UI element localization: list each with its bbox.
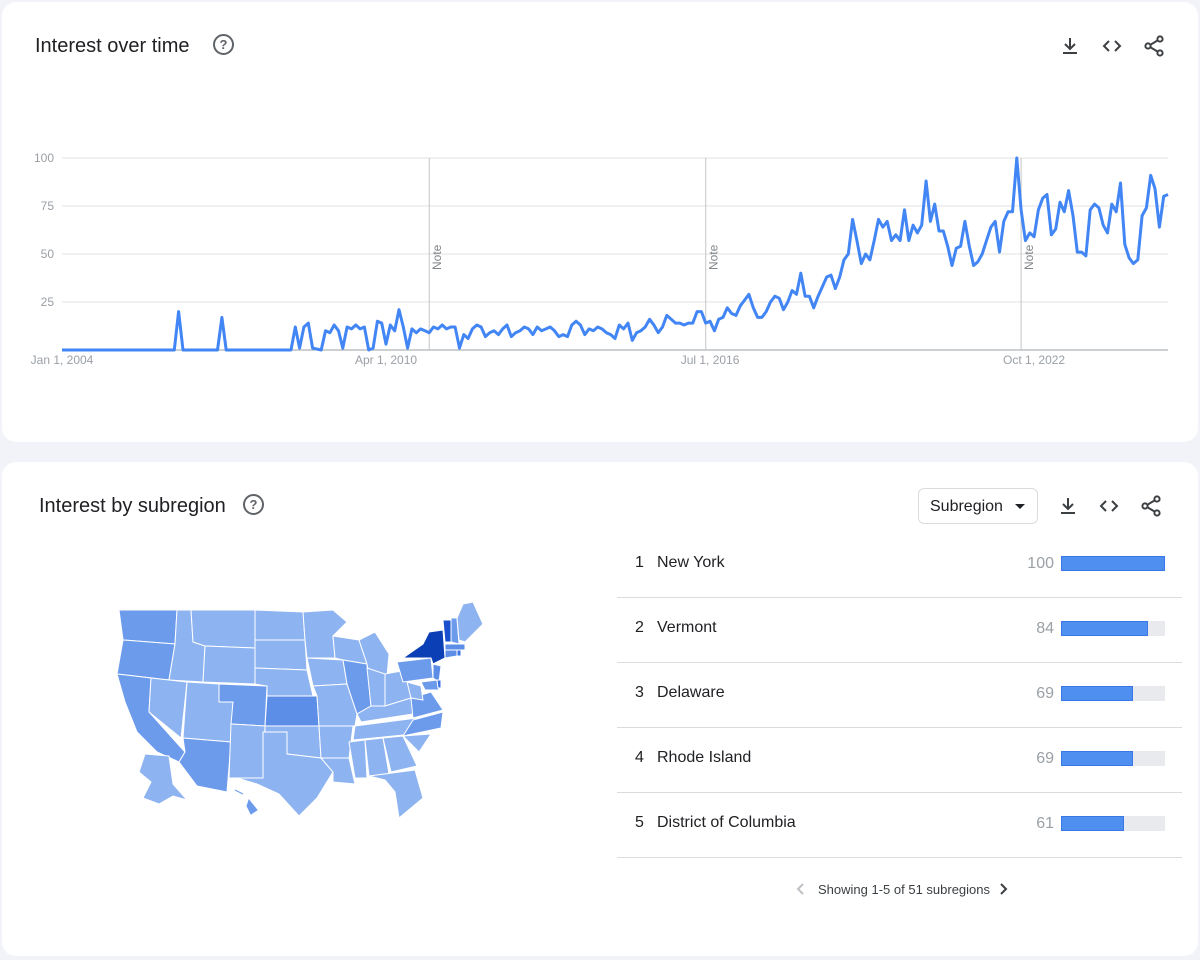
rank-number: 3 (635, 684, 644, 701)
x-tick-label: Jul 1, 2016 (681, 353, 740, 367)
map-state-west-virginia (406, 681, 424, 701)
subregion-name: Delaware (657, 684, 725, 701)
interest-by-subregion-title: Interest by subregion (39, 495, 226, 517)
map-state-new-mexico (228, 723, 266, 779)
subregion-name: New York (657, 554, 725, 571)
pagination-text: Showing 1-5 of 51 subregions (818, 882, 991, 897)
map-state-alaska (138, 753, 189, 805)
share-icon[interactable] (1139, 494, 1163, 518)
chart-annotations: Note Note Note (428, 158, 1036, 350)
map-state-delaware (436, 679, 442, 689)
chevron-right-icon[interactable] (994, 880, 1012, 898)
subregion-row[interactable]: 3 Delaware 69 (617, 662, 1182, 728)
map-state-florida (368, 769, 424, 819)
value-bar-fill (1061, 686, 1133, 701)
map-state-new-jersey (432, 663, 442, 683)
map-state-arizona (178, 737, 232, 793)
interest-over-time-chart: 100 75 50 25 Jan 1, 2004 Apr 1, 2010 Jul 1, 2… (31, 151, 1169, 367)
subregion-name: District of Columbia (657, 814, 796, 831)
map-state-iowa (306, 657, 348, 687)
subregion-row[interactable]: 5 District of Columbia 61 (617, 792, 1182, 858)
help-circle-icon[interactable]: ? (243, 494, 264, 515)
value-bar-track (1061, 686, 1165, 701)
map-state-montana (190, 609, 256, 649)
embed-code-icon[interactable] (1097, 494, 1121, 518)
resolution-dropdown[interactable]: Subregion (918, 488, 1038, 524)
interest-over-time-title: Interest over time (35, 35, 190, 57)
subregion-value: 69 (1036, 685, 1054, 702)
value-bar-track (1061, 556, 1165, 571)
x-tick-label: Apr 1, 2010 (355, 353, 417, 367)
map-state-louisiana (319, 757, 356, 785)
value-bar-fill (1061, 621, 1149, 636)
dropdown-selected-label: Subregion (930, 498, 1003, 515)
map-state-nevada (148, 677, 188, 739)
subregion-value: 100 (1027, 555, 1054, 572)
map-state-south-carolina (401, 733, 432, 753)
rank-number: 1 (635, 554, 644, 571)
value-bar-fill (1061, 751, 1133, 766)
map-state-vermont (442, 619, 452, 643)
rank-number: 4 (635, 749, 644, 766)
subregion-name: Rhode Island (657, 749, 752, 766)
subregion-row[interactable]: 1 New York 100 (617, 532, 1182, 598)
chart-gridlines (62, 157, 1168, 351)
subregion-row[interactable]: 2 Vermont 84 (617, 597, 1182, 663)
map-state-north-carolina (401, 711, 444, 737)
annotation-label: Note (1022, 244, 1036, 270)
x-tick-label: Oct 1, 2022 (1003, 353, 1065, 367)
interest-by-subregion-card: Interest by subregion ? Subregion (2, 462, 1198, 956)
y-axis-labels: 100 75 50 25 (34, 151, 54, 309)
value-bar-track (1061, 751, 1165, 766)
subregion-name: Vermont (657, 619, 717, 636)
annotation-label: Note (707, 244, 721, 270)
map-state-wyoming (202, 645, 256, 685)
rank-number: 2 (635, 619, 644, 636)
interest-line-series (62, 156, 1169, 352)
value-bar-fill (1061, 816, 1125, 831)
value-bar-fill (1061, 556, 1165, 571)
map-state-kansas (264, 695, 320, 727)
map-state-arkansas (318, 725, 354, 759)
map-state-south-dakota (254, 639, 308, 671)
map-state-pennsylvania (396, 657, 434, 683)
subregion-value: 84 (1036, 620, 1054, 637)
map-state-mississippi (348, 739, 368, 779)
map-state-maryland (420, 679, 440, 691)
subregion-value: 61 (1036, 815, 1054, 832)
map-state-texas (236, 731, 334, 817)
map-states (116, 602, 484, 819)
subregion-row[interactable]: 4 Rhode Island 69 (617, 727, 1182, 793)
map-state-hawaii (218, 781, 258, 815)
download-icon[interactable] (1056, 494, 1080, 518)
value-bar-track (1061, 816, 1165, 831)
y-tick-label: 50 (41, 247, 55, 261)
map-state-rhode-island (456, 649, 462, 657)
caret-down-icon (1015, 504, 1025, 509)
chevron-left-icon[interactable] (792, 880, 810, 898)
help-circle-icon[interactable]: ? (213, 34, 234, 55)
us-subregion-map[interactable] (107, 602, 497, 822)
embed-code-icon[interactable] (1100, 34, 1124, 58)
download-icon[interactable] (1058, 34, 1082, 58)
map-state-oregon (116, 639, 176, 681)
share-icon[interactable] (1142, 34, 1166, 58)
map-state-connecticut (444, 649, 458, 659)
y-tick-label: 25 (41, 295, 55, 309)
x-tick-label: Jan 1, 2004 (31, 353, 94, 367)
map-state-north-dakota (254, 609, 306, 641)
value-bar-track (1061, 621, 1165, 636)
rank-number: 5 (635, 814, 644, 831)
map-state-washington (118, 609, 178, 645)
y-tick-label: 75 (41, 199, 55, 213)
annotation-label: Note (430, 244, 444, 270)
map-state-massachusetts (444, 643, 466, 651)
map-state-new-york (401, 629, 446, 665)
x-axis-labels: Jan 1, 2004 Apr 1, 2010 Jul 1, 2016 Oct 1, … (31, 353, 1066, 367)
subregion-value: 69 (1036, 750, 1054, 767)
interest-over-time-card: Interest over time ? 100 75 50 25 Jan 1, 20… (2, 2, 1198, 442)
map-state-georgia (382, 735, 418, 773)
map-state-maine (456, 602, 484, 643)
y-tick-label: 100 (34, 151, 54, 165)
